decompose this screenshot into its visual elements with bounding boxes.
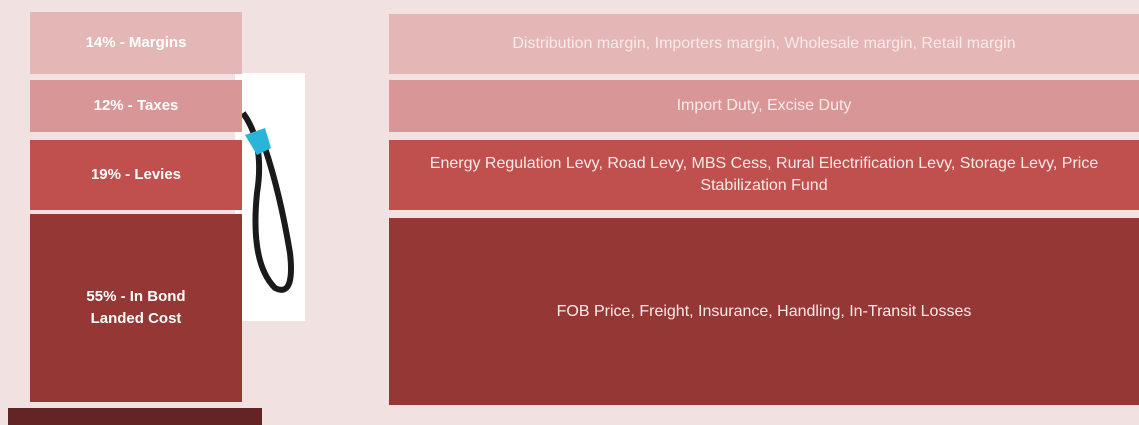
page: 14% - Margins 12% - Taxes 19% - Levies 5…	[0, 0, 1139, 425]
segment-label: 14% - Margins	[30, 12, 242, 74]
base-bar	[8, 408, 262, 425]
segment-description: FOB Price, Freight, Insurance, Handling,…	[389, 218, 1139, 405]
segment-label: 55% - In Bond Landed Cost	[30, 214, 242, 402]
segment-description: Import Duty, Excise Duty	[389, 80, 1139, 132]
segment-label: 19% - Levies	[30, 140, 242, 210]
segment-label: 12% - Taxes	[30, 80, 242, 132]
segment-description: Distribution margin, Importers margin, W…	[389, 14, 1139, 74]
nozzle-image	[235, 73, 305, 321]
segment-description: Energy Regulation Levy, Road Levy, MBS C…	[389, 140, 1139, 210]
